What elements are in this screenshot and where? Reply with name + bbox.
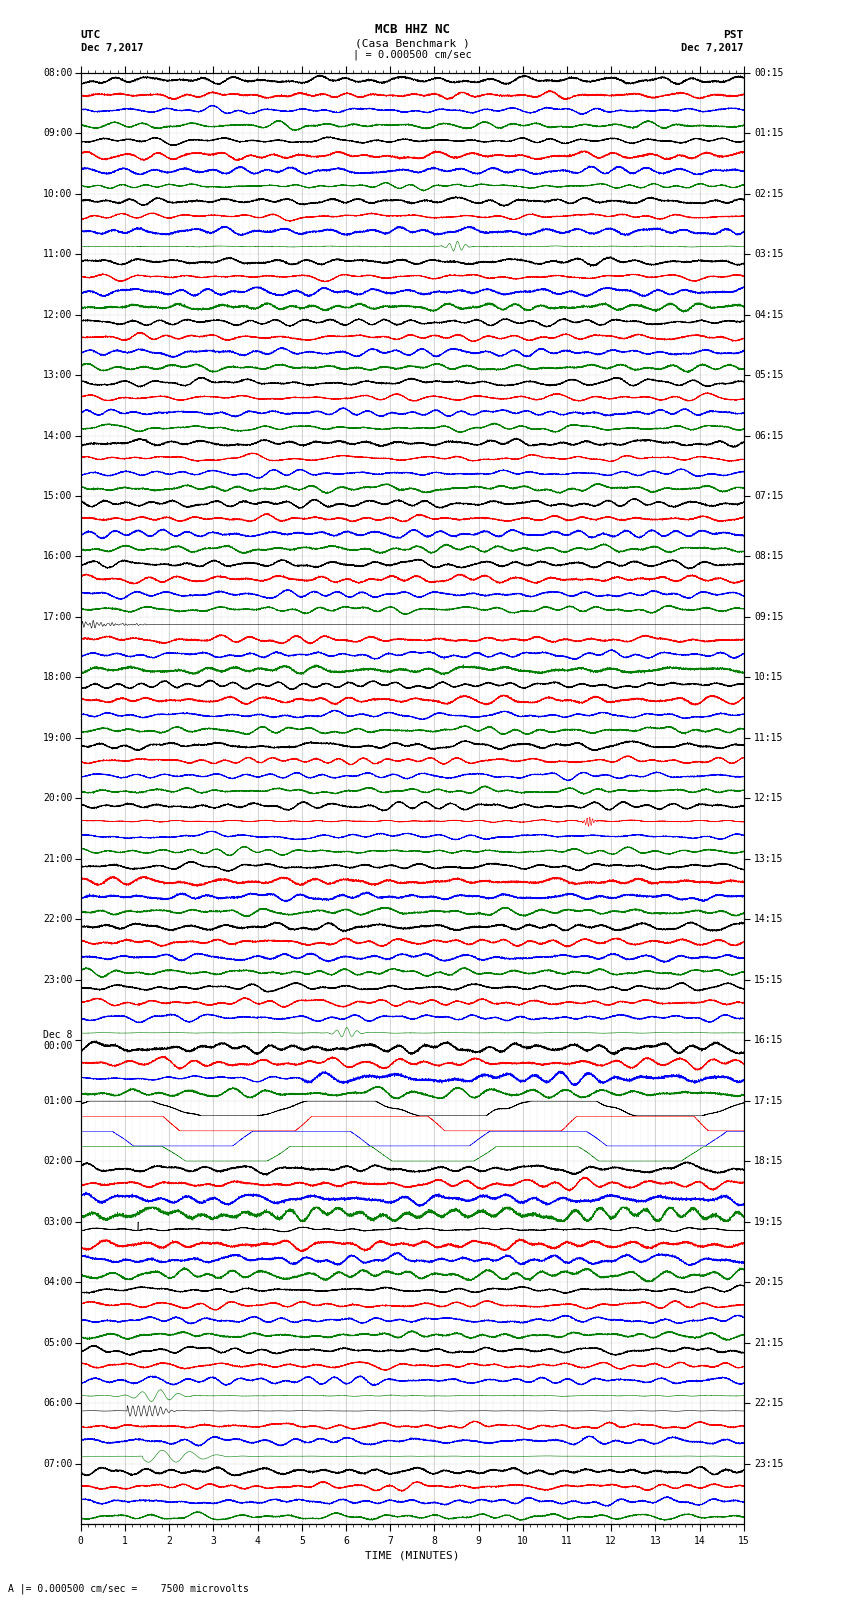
Text: | = 0.000500 cm/sec: | = 0.000500 cm/sec (353, 50, 472, 60)
Text: PST: PST (723, 31, 744, 40)
Text: Dec 7,2017: Dec 7,2017 (681, 44, 744, 53)
Text: A |= 0.000500 cm/sec =    7500 microvolts: A |= 0.000500 cm/sec = 7500 microvolts (8, 1582, 249, 1594)
X-axis label: TIME (MINUTES): TIME (MINUTES) (365, 1550, 460, 1560)
Text: UTC: UTC (81, 31, 101, 40)
Text: MCB HHZ NC: MCB HHZ NC (375, 23, 450, 37)
Text: (Casa Benchmark ): (Casa Benchmark ) (355, 39, 469, 48)
Text: Dec 7,2017: Dec 7,2017 (81, 44, 144, 53)
